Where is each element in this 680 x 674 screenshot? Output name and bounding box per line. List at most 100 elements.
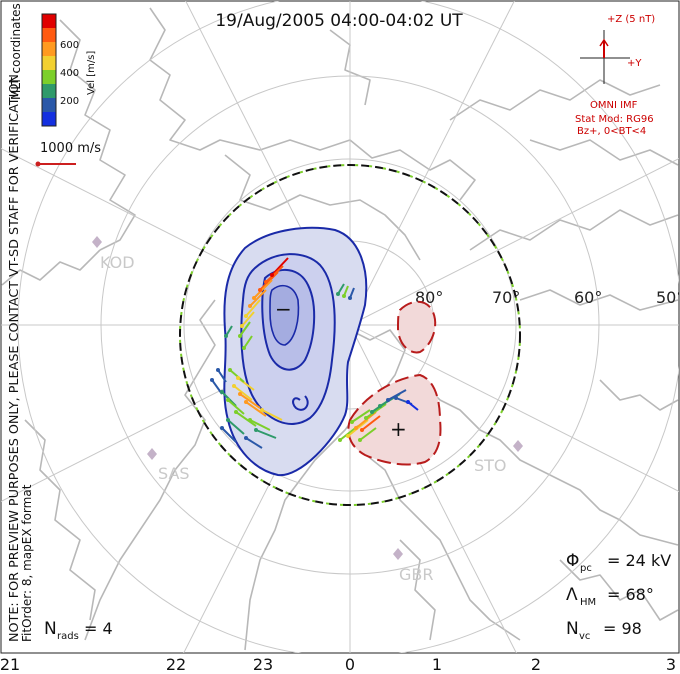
potential-contour-core — [269, 284, 300, 346]
lambda-hm-subscript: HM — [580, 597, 596, 608]
mlt-label-22: 22 — [166, 655, 186, 674]
colorbar-swatch — [42, 42, 56, 56]
velocity-vector — [261, 409, 283, 421]
velocity-vector — [253, 279, 273, 299]
station-kod-label: KOD — [100, 253, 135, 272]
phi-pc-value: = 24 kV — [607, 551, 671, 570]
velocity-vector — [249, 289, 267, 307]
colorbar-swatch — [42, 14, 56, 28]
n-vc-symbol: N — [566, 619, 579, 639]
imf-vector-arrowhead — [599, 38, 609, 47]
positive-contour-upper — [396, 300, 437, 354]
velocity-vector-origins — [210, 273, 410, 442]
coastlines — [1, 7, 679, 651]
velocity-vector — [359, 427, 377, 441]
velocity-vector — [235, 411, 257, 427]
velocity-vector — [249, 419, 271, 431]
station-labels: KOD SAS STO GBR — [100, 253, 507, 584]
velocity-vector — [233, 385, 253, 401]
velocity-vector — [221, 427, 237, 443]
statistics: Φ pc = 24 kV Λ HM = 68° N vc = 98 N rads… — [44, 551, 671, 642]
velocity-vector — [227, 419, 245, 435]
colorbar-tick-200: 200 — [60, 96, 79, 107]
velocity-vector — [229, 369, 245, 383]
station-sto-marker — [513, 440, 523, 452]
potential-contour-swirl — [292, 395, 309, 411]
n-rads-subscript: rads — [57, 631, 79, 642]
positive-potential-sign: + — [390, 417, 407, 441]
mlt-label-23: 23 — [253, 655, 273, 674]
velocity-vector — [245, 299, 261, 317]
velocity-vector — [265, 265, 284, 283]
velocity-vector — [255, 429, 277, 439]
station-kod-marker — [92, 236, 102, 248]
imf-y-label: +Y — [627, 58, 642, 69]
fit-order-note: FitOrder: 8, mapEX format — [20, 484, 34, 642]
mlt-label-21: 21 — [0, 655, 20, 674]
negative-potential-sign: − — [275, 297, 292, 321]
velocity-vector — [239, 321, 251, 337]
imf-source: OMNI IMF — [590, 100, 638, 111]
phi-pc-symbol: Φ — [566, 551, 579, 571]
colorbar-tick-400: 400 — [60, 68, 79, 79]
station-markers — [92, 236, 523, 560]
velocity-vector — [241, 311, 255, 327]
station-sto-label: STO — [474, 456, 507, 475]
mlt-label-3: 3 — [666, 655, 676, 674]
velocity-vector — [365, 403, 387, 419]
n-vc-subscript: vc — [579, 631, 590, 642]
colorbar-swatch — [42, 70, 56, 84]
lambda-hm-value: = 68° — [607, 585, 654, 604]
station-gbr-marker — [393, 548, 403, 560]
reference-vector-label: 1000 m/s — [40, 141, 101, 156]
velocity-vector — [271, 257, 289, 276]
station-sas-marker — [147, 448, 157, 460]
velocity-vector — [245, 401, 267, 417]
colorbar-outline — [41, 13, 57, 127]
phi-pc-subscript: pc — [580, 563, 592, 574]
velocity-vector — [217, 369, 227, 383]
map-title: 19/Aug/2005 04:00-04:02 UT — [215, 11, 463, 31]
heppner-maynard-boundary — [179, 164, 521, 506]
n-rads-symbol: N — [44, 619, 57, 639]
preview-note: NOTE: FOR PREVIEW PURPOSES ONLY, PLEASE … — [7, 70, 21, 642]
lat-60-label: 60° — [574, 288, 602, 307]
imf-model-line2: Bz+, 0<BT<4 — [577, 126, 646, 137]
station-sas-label: SAS — [158, 464, 190, 483]
lat-70-label: 70° — [492, 288, 520, 307]
reference-vector: 1000 m/s — [35, 141, 101, 167]
imf-clock: +Z (5 nT) +Y OMNI IMF Stat Mod: RG96 Bz+… — [575, 14, 655, 137]
mlt-label-0: 0 — [345, 655, 355, 674]
latitude-labels: 70° 60° 50° 80° — [415, 288, 680, 307]
colorbar-swatch — [42, 56, 56, 70]
mlt-axis-labels: 21 22 23 0 1 2 3 — [0, 655, 676, 674]
velocity-vector — [245, 437, 263, 449]
colorbar-label: Vel [m/s] — [86, 51, 97, 95]
velocity-vector — [351, 409, 371, 423]
colorbar-swatch — [42, 28, 56, 42]
colorbar-swatch — [42, 112, 56, 126]
velocity-colorbar: 600 400 200 Vel [m/s] — [41, 13, 97, 127]
mlt-label-1: 1 — [432, 655, 442, 674]
velocity-vector — [239, 393, 261, 409]
lambda-hm-symbol: Λ — [566, 585, 578, 605]
colorbar-tick-600: 600 — [60, 40, 79, 51]
station-gbr-label: GBR — [399, 565, 434, 584]
velocity-vector — [259, 271, 279, 291]
imf-z-label: +Z (5 nT) — [607, 14, 655, 25]
positive-contour-lower — [347, 373, 442, 466]
reference-vector-origin — [35, 161, 41, 167]
positive-potential-cell: + — [347, 300, 442, 466]
velocity-vector — [387, 389, 407, 401]
n-rads-value: = 4 — [84, 619, 113, 638]
lat-50-label: 50° — [656, 288, 680, 307]
imf-model-line1: Stat Mod: RG96 — [575, 114, 654, 125]
colorbar-swatch — [42, 98, 56, 112]
velocity-vector — [227, 399, 245, 415]
n-vc-value: = 98 — [603, 619, 642, 638]
velocity-vector — [243, 335, 253, 349]
velocity-vector — [407, 401, 419, 411]
mlt-label-2: 2 — [531, 655, 541, 674]
colorbar-swatch — [42, 84, 56, 98]
